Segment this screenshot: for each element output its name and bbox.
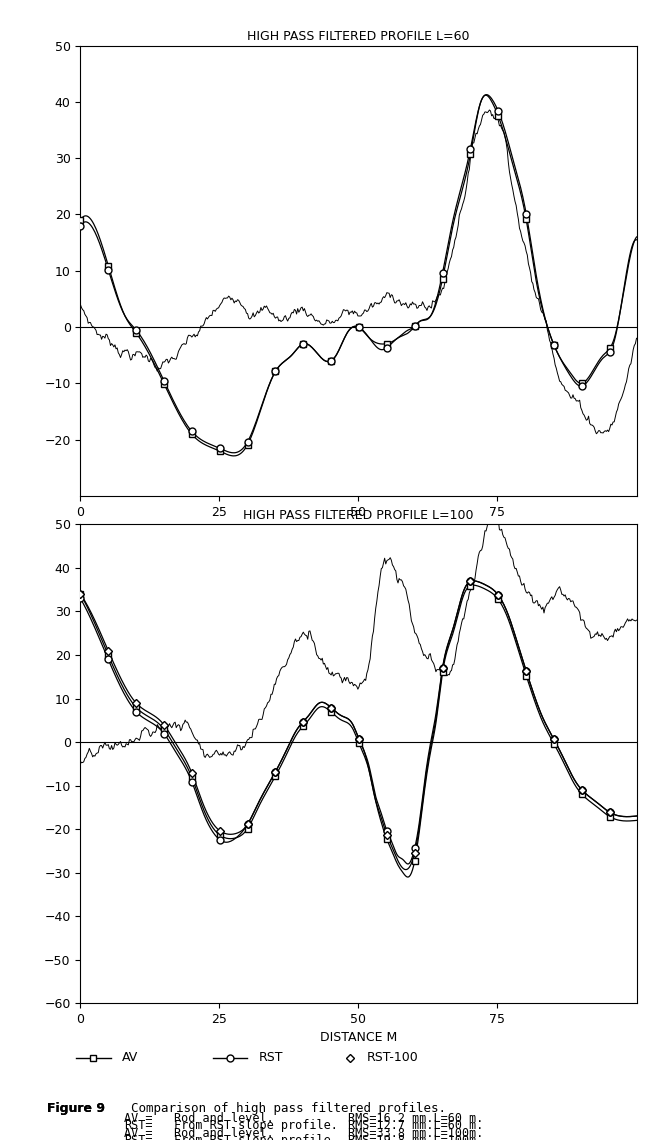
Title: HIGH PASS FILTERED PROFILE L=100: HIGH PASS FILTERED PROFILE L=100 bbox=[243, 508, 474, 522]
Text: AV =: AV = bbox=[124, 1113, 153, 1125]
Title: HIGH PASS FILTERED PROFILE L=60: HIGH PASS FILTERED PROFILE L=60 bbox=[247, 30, 470, 43]
Text: Figure 9: Figure 9 bbox=[47, 1102, 105, 1115]
Text: AV =: AV = bbox=[124, 1126, 153, 1140]
Text: Comparison of high pass filtered profiles.: Comparison of high pass filtered profile… bbox=[131, 1102, 446, 1115]
Text: RMS=19.8 mm.L=100m.: RMS=19.8 mm.L=100m. bbox=[348, 1134, 484, 1140]
Text: RST=: RST= bbox=[124, 1134, 153, 1140]
Text: RMS=33.8 mm.L=100m.: RMS=33.8 mm.L=100m. bbox=[348, 1126, 484, 1140]
Text: Rod and level.: Rod and level. bbox=[174, 1113, 274, 1125]
Text: Rod and level.: Rod and level. bbox=[174, 1126, 274, 1140]
Text: RMS=16.2 mm.L=60 m.: RMS=16.2 mm.L=60 m. bbox=[348, 1113, 484, 1125]
Text: AV: AV bbox=[122, 1051, 138, 1065]
Text: Figure 9: Figure 9 bbox=[47, 1102, 105, 1115]
Text: RST=: RST= bbox=[124, 1119, 153, 1132]
Text: RST-100: RST-100 bbox=[367, 1051, 419, 1065]
Text: RMS=12.7 mm.L=60 m.: RMS=12.7 mm.L=60 m. bbox=[348, 1119, 484, 1132]
Text: From RST slope profile.: From RST slope profile. bbox=[174, 1134, 338, 1140]
Text: From RST slope profile.: From RST slope profile. bbox=[174, 1119, 338, 1132]
Text: RST: RST bbox=[259, 1051, 283, 1065]
X-axis label: DISTANCE M: DISTANCE M bbox=[320, 1032, 397, 1044]
